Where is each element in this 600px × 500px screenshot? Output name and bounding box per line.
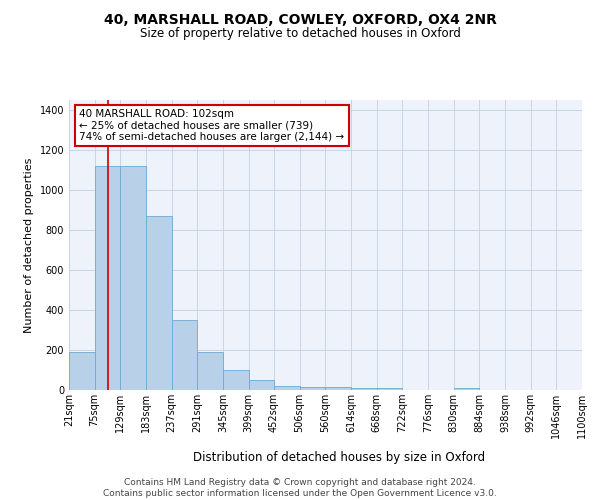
Text: 40 MARSHALL ROAD: 102sqm
← 25% of detached houses are smaller (739)
74% of semi-: 40 MARSHALL ROAD: 102sqm ← 25% of detach… — [79, 108, 344, 142]
Bar — [299, 387, 325, 390]
Bar — [223, 370, 249, 390]
Bar — [69, 352, 95, 390]
Text: Size of property relative to detached houses in Oxford: Size of property relative to detached ho… — [140, 28, 460, 40]
Text: Contains HM Land Registry data © Crown copyright and database right 2024.
Contai: Contains HM Land Registry data © Crown c… — [103, 478, 497, 498]
Bar — [197, 352, 223, 390]
Text: 40, MARSHALL ROAD, COWLEY, OXFORD, OX4 2NR: 40, MARSHALL ROAD, COWLEY, OXFORD, OX4 2… — [104, 12, 496, 26]
Bar — [454, 388, 479, 390]
Y-axis label: Number of detached properties: Number of detached properties — [24, 158, 34, 332]
Bar — [121, 166, 146, 390]
Bar — [172, 320, 197, 390]
Bar — [325, 387, 351, 390]
Bar — [95, 166, 121, 390]
Bar — [351, 388, 377, 390]
Bar — [249, 380, 274, 390]
Text: Distribution of detached houses by size in Oxford: Distribution of detached houses by size … — [193, 451, 485, 464]
Bar — [274, 386, 299, 390]
Bar — [146, 216, 172, 390]
Bar — [377, 388, 402, 390]
